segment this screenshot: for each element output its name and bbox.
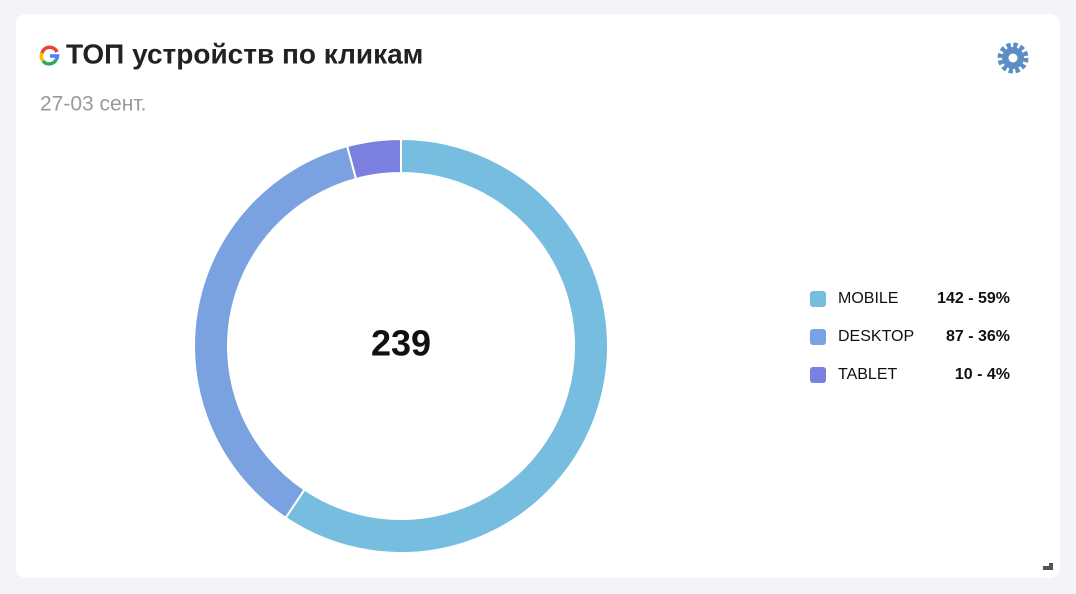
legend-swatch bbox=[810, 329, 826, 345]
google-icon bbox=[39, 45, 60, 66]
date-range: 27-03 сент. bbox=[40, 93, 146, 116]
legend-value: 142 - 59% bbox=[937, 290, 1010, 307]
settings-button[interactable] bbox=[997, 42, 1029, 74]
legend-swatch bbox=[810, 367, 826, 383]
donut bbox=[193, 137, 609, 554]
legend-value: 10 - 4% bbox=[955, 366, 1010, 383]
resize-handle[interactable] bbox=[1043, 563, 1053, 570]
legend-value: 87 - 36% bbox=[946, 328, 1010, 345]
legend-swatch bbox=[810, 291, 826, 307]
card bbox=[16, 14, 1060, 578]
legend-label: MOBILE bbox=[838, 290, 898, 307]
widget-title: ТОП устройств по кликам bbox=[66, 38, 423, 69]
donut-segment bbox=[345, 137, 402, 181]
legend: MOBILE 142 - 59% DESKTOP 87 - 36% TABLET 10 -… bbox=[810, 290, 1010, 383]
legend-label: TABLET bbox=[838, 366, 898, 383]
total: 239 bbox=[371, 323, 431, 364]
legend-label: DESKTOP bbox=[838, 328, 914, 345]
donut-segment bbox=[284, 137, 609, 554]
